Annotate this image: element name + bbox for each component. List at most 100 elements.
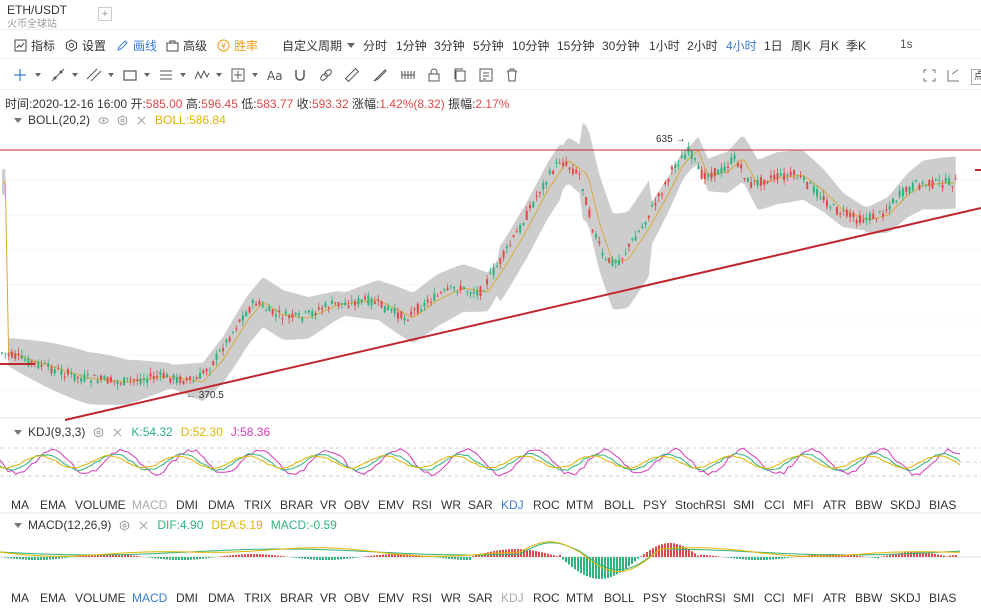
indicator-tab-wr[interactable]: WR bbox=[441, 498, 461, 512]
gear-icon[interactable] bbox=[119, 519, 130, 531]
eye-icon[interactable] bbox=[98, 115, 109, 126]
indicator-tab-brar[interactable]: BRAR bbox=[280, 591, 314, 605]
advanced-button[interactable]: 高级 bbox=[166, 37, 207, 54]
indicator-tab-dmi[interactable]: DMI bbox=[176, 498, 198, 512]
crosshair-icon[interactable] bbox=[12, 67, 28, 83]
trendline-icon[interactable] bbox=[50, 67, 66, 83]
ruler-icon[interactable] bbox=[344, 67, 360, 83]
period-5[interactable]: 15分钟 bbox=[557, 39, 595, 53]
indicator-tab-volume[interactable]: VOLUME bbox=[75, 498, 126, 512]
chevron-down-icon[interactable] bbox=[252, 73, 258, 77]
indicator-tab-stochrsi[interactable]: StochRSI bbox=[675, 591, 726, 605]
indicator-tab-ema[interactable]: EMA bbox=[40, 498, 67, 512]
fibonacci-icon[interactable] bbox=[158, 67, 174, 83]
indicator-tab-cci[interactable]: CCI bbox=[764, 591, 785, 605]
indicator-tab-dmi[interactable]: DMI bbox=[176, 591, 198, 605]
indicator-tab-bbw[interactable]: BBW bbox=[855, 591, 883, 605]
draw-button[interactable]: 画线 bbox=[116, 37, 157, 54]
close-icon[interactable] bbox=[138, 520, 149, 531]
indicator-tab-mfi[interactable]: MFI bbox=[793, 498, 814, 512]
indicator-tab-sar[interactable]: SAR bbox=[468, 591, 493, 605]
indicator-tab-boll[interactable]: BOLL bbox=[604, 591, 635, 605]
indicators-button[interactable]: 指标 bbox=[14, 37, 55, 54]
indicator-tab-roc[interactable]: ROC bbox=[533, 591, 560, 605]
indicator-tab-trix[interactable]: TRIX bbox=[244, 591, 272, 605]
chevron-down-icon[interactable] bbox=[180, 73, 186, 77]
expand-icon[interactable] bbox=[947, 69, 960, 82]
chevron-down-icon[interactable] bbox=[35, 73, 41, 77]
indicator-tab-rsi[interactable]: RSI bbox=[412, 591, 433, 605]
indicator-tab-bias[interactable]: BIAS bbox=[929, 498, 957, 512]
indicator-tab-smi[interactable]: SMI bbox=[733, 591, 755, 605]
pair-name[interactable]: ETH/USDT bbox=[7, 3, 67, 17]
indicator-tab-macd[interactable]: MACD bbox=[132, 591, 168, 605]
indicator-tab-emv[interactable]: EMV bbox=[378, 591, 405, 605]
period-11[interactable]: 周K bbox=[791, 39, 812, 53]
indicator-tab-skdj[interactable]: SKDJ bbox=[890, 498, 921, 512]
indicator-tab-vr[interactable]: VR bbox=[320, 591, 337, 605]
copy-icon[interactable] bbox=[452, 67, 468, 83]
indicator-tab-bbw[interactable]: BBW bbox=[855, 498, 883, 512]
indicator-tab-dma[interactable]: DMA bbox=[208, 591, 235, 605]
indicator-tab-obv[interactable]: OBV bbox=[344, 591, 370, 605]
indicator-tab-vr[interactable]: VR bbox=[320, 498, 337, 512]
indicator-tab-volume[interactable]: VOLUME bbox=[75, 591, 126, 605]
indicator-tab-trix[interactable]: TRIX bbox=[244, 498, 272, 512]
chevron-down-icon[interactable] bbox=[144, 73, 150, 77]
parallel-channel-icon[interactable] bbox=[86, 67, 102, 83]
link-icon[interactable] bbox=[318, 67, 334, 83]
period-12[interactable]: 月K bbox=[819, 39, 840, 53]
refresh-rate[interactable]: 1s bbox=[900, 37, 913, 51]
indicator-tab-ema[interactable]: EMA bbox=[40, 591, 67, 605]
collapse-icon[interactable] bbox=[14, 117, 22, 123]
measure-icon[interactable] bbox=[230, 67, 246, 83]
indicator-tab-stochrsi[interactable]: StochRSI bbox=[675, 498, 726, 512]
indicator-tab-ma[interactable]: MA bbox=[11, 498, 29, 512]
indicator-tab-kdj[interactable]: KDJ bbox=[501, 498, 524, 512]
indicator-tab-obv[interactable]: OBV bbox=[344, 498, 370, 512]
indicator-tab-kdj[interactable]: KDJ bbox=[501, 591, 524, 605]
period-4[interactable]: 10分钟 bbox=[512, 39, 550, 53]
gear-icon[interactable] bbox=[93, 426, 104, 438]
indicator-tab-atr[interactable]: ATR bbox=[823, 591, 847, 605]
extra-panel-button[interactable]: 点 bbox=[971, 69, 981, 85]
chevron-down-icon[interactable] bbox=[216, 73, 222, 77]
collapse-icon[interactable] bbox=[14, 522, 22, 528]
indicator-tab-ma[interactable]: MA bbox=[11, 591, 29, 605]
indicator-tab-dma[interactable]: DMA bbox=[208, 498, 235, 512]
indicator-tab-mfi[interactable]: MFI bbox=[793, 591, 814, 605]
pattern-icon[interactable] bbox=[400, 67, 416, 83]
close-icon[interactable] bbox=[136, 115, 147, 126]
period-0[interactable]: 分时 bbox=[363, 39, 388, 53]
indicator-tab-sar[interactable]: SAR bbox=[468, 498, 493, 512]
period-3[interactable]: 5分钟 bbox=[473, 39, 504, 53]
custom-period-dropdown[interactable]: 自定义周期 bbox=[282, 37, 356, 54]
text-tool-icon[interactable]: Aa bbox=[266, 67, 283, 83]
indicator-tab-wr[interactable]: WR bbox=[441, 591, 461, 605]
period-10[interactable]: 1日 bbox=[764, 39, 783, 53]
indicator-tab-skdj[interactable]: SKDJ bbox=[890, 591, 921, 605]
indicator-tab-roc[interactable]: ROC bbox=[533, 498, 560, 512]
chevron-down-icon[interactable] bbox=[108, 73, 114, 77]
close-icon[interactable] bbox=[112, 427, 123, 438]
indicator-tab-psy[interactable]: PSY bbox=[643, 498, 668, 512]
indicator-tab-psy[interactable]: PSY bbox=[643, 591, 668, 605]
indicator-tab-brar[interactable]: BRAR bbox=[280, 498, 314, 512]
settings-button[interactable]: 设置 bbox=[65, 37, 106, 54]
period-6[interactable]: 30分钟 bbox=[602, 39, 640, 53]
indicator-tab-smi[interactable]: SMI bbox=[733, 498, 755, 512]
indicator-tab-rsi[interactable]: RSI bbox=[412, 498, 433, 512]
trash-icon[interactable] bbox=[504, 67, 520, 83]
period-9[interactable]: 4小时 bbox=[726, 39, 757, 53]
template-icon[interactable] bbox=[478, 67, 494, 83]
indicator-tab-cci[interactable]: CCI bbox=[764, 498, 785, 512]
add-tab-button[interactable]: + bbox=[98, 7, 112, 21]
wave-pattern-icon[interactable] bbox=[194, 67, 210, 83]
indicator-tab-boll[interactable]: BOLL bbox=[604, 498, 635, 512]
period-13[interactable]: 季K bbox=[846, 39, 867, 53]
period-8[interactable]: 2小时 bbox=[687, 39, 718, 53]
indicator-tab-macd[interactable]: MACD bbox=[132, 498, 168, 512]
rectangle-icon[interactable] bbox=[122, 67, 138, 83]
gear-icon[interactable] bbox=[117, 114, 128, 126]
